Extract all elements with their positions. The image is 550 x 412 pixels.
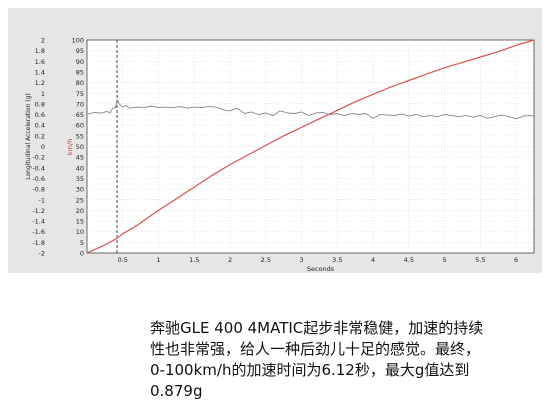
y2-tick-label: 55 — [76, 132, 84, 140]
y1-tick-label: -0.6 — [32, 175, 45, 183]
y1-tick-label: 0 — [41, 143, 45, 151]
y2-tick-label: 100 — [72, 37, 84, 45]
y1-axis-label: Longitudinal Acceleration (g) — [25, 93, 32, 180]
y2-tick-label: 40 — [76, 164, 84, 172]
y1-tick-label: 1.2 — [35, 79, 45, 87]
x-tick-label: 5 — [443, 256, 447, 264]
x-tick-label: 2 — [228, 256, 232, 264]
y2-tick-label: 50 — [76, 143, 84, 151]
x-tick-label: 1 — [156, 256, 160, 264]
y2-axis-label: km/h — [66, 139, 74, 155]
y1-tick-label: 0.4 — [35, 122, 45, 130]
y2-tick-label: 70 — [76, 100, 84, 108]
x-tick-label: 4 — [371, 256, 375, 264]
y1-tick-label: -1.2 — [32, 207, 45, 215]
x-tick-label: 3.5 — [332, 256, 342, 264]
y1-tick-label: -0.8 — [32, 186, 45, 194]
x-tick-label: 6 — [514, 256, 518, 264]
y1-tick-label: 0.2 — [35, 132, 45, 140]
y2-tick-label: 25 — [76, 196, 84, 204]
acceleration-speed-chart: 2 1.8 1.6 1.4 1.2 1 0.8 0.6 0.4 0.2 0 -0.2 -0.4 -0.6 -… — [25, 37, 535, 273]
acceleration-series-line — [86, 99, 535, 120]
x-tick-label: 4.5 — [404, 256, 414, 264]
y2-tick-label: 0 — [80, 250, 84, 258]
caption-line: 0-100km/h的加速时间为6.12秒，最大g值达到 — [150, 361, 470, 379]
y1-tick-label: 0.8 — [35, 100, 45, 108]
y2-tick-label: 80 — [76, 79, 84, 87]
y1-tick-label: 1.4 — [35, 68, 45, 76]
y2-tick-label: 90 — [76, 58, 84, 66]
y1-tick-label: 0.6 — [35, 111, 45, 119]
y1-tick-label: -1.4 — [32, 218, 45, 226]
plot-area — [86, 39, 535, 254]
y2-tick-label: 95 — [76, 47, 84, 55]
y2-tick-label: 10 — [76, 228, 84, 236]
y1-tick-label: 1.8 — [35, 47, 45, 55]
y1-tick-label: -0.2 — [32, 154, 45, 162]
caption-line: 0.879g — [150, 382, 203, 400]
y2-tick-label: 30 — [76, 186, 84, 194]
y1-tick-label: -0.4 — [32, 164, 45, 172]
y2-tick-label: 35 — [76, 175, 84, 183]
y1-tick-label: -1.8 — [32, 239, 45, 247]
y1-tick-label: -2 — [39, 250, 45, 258]
y2-tick-label: 60 — [76, 122, 84, 130]
x-tick-label: 3 — [299, 256, 303, 264]
y2-tick-label: 85 — [76, 68, 84, 76]
y2-tick-label: 15 — [76, 218, 84, 226]
y1-tick-label: -1 — [39, 196, 45, 204]
y2-tick-label: 75 — [76, 90, 84, 98]
x-tick-label: 0.5 — [118, 256, 128, 264]
y1-tick-label: 2 — [41, 37, 45, 45]
x-tick-label: 2.5 — [261, 256, 271, 264]
y2-tick-label: 5 — [80, 239, 84, 247]
y1-tick-label: 1.6 — [35, 58, 45, 66]
speed-series-line — [86, 39, 535, 254]
caption-line: 性也非常强，给人一种后劲儿十足的感觉。最终， — [150, 340, 481, 358]
caption-text: 奔驰GLE 400 4MATIC起步非常稳健，加速的持续 性也非常强，给人一种后… — [150, 318, 542, 402]
y1-tick-label: -1.6 — [32, 228, 45, 236]
y2-tick-label: 65 — [76, 111, 84, 119]
chart-panel: 2 1.8 1.6 1.4 1.2 1 0.8 0.6 0.4 0.2 0 -0.2 -0.4 -0.6 -… — [8, 8, 542, 273]
y1-tick-label: 1 — [41, 90, 45, 98]
y2-tick-label: 45 — [76, 154, 84, 162]
y2-tick-label: 20 — [76, 207, 84, 215]
x-tick-label: 1.5 — [189, 256, 199, 264]
x-tick-label: 5.5 — [475, 256, 485, 264]
caption-line: 奔驰GLE 400 4MATIC起步非常稳健，加速的持续 — [150, 319, 484, 337]
x-axis-label: Seconds — [307, 265, 335, 273]
